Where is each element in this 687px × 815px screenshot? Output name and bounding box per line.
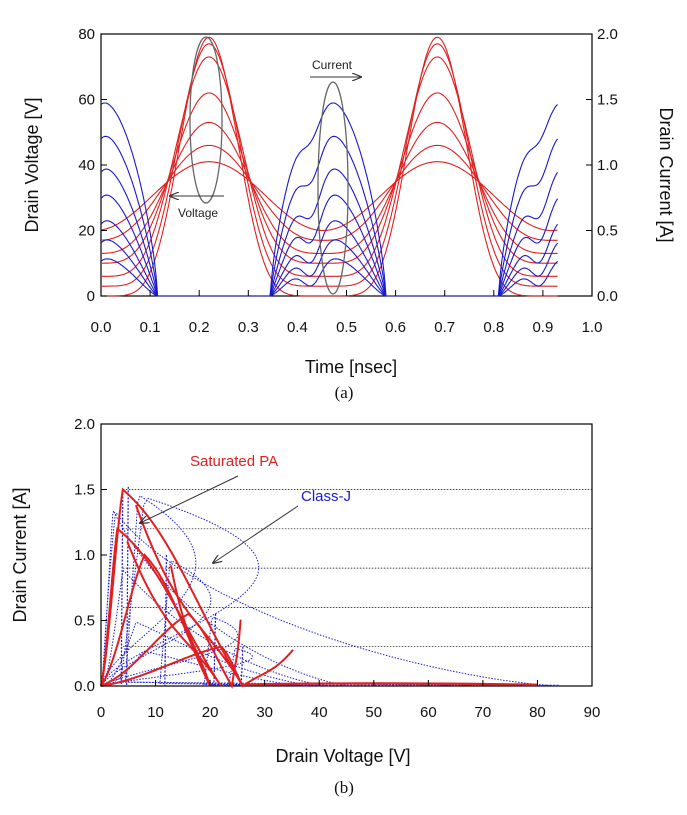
- voltage-trace: [101, 36, 558, 297]
- current-trace: [100, 239, 559, 297]
- class-j-drop: [126, 486, 129, 687]
- chart-a-ytick-label: 40: [78, 157, 95, 174]
- chart-b-xtick-label: 40: [311, 704, 328, 721]
- class-j-trace: [100, 647, 309, 687]
- saturated-pa-trace: [100, 526, 222, 687]
- chart-a-ytick-right-label: 1.5: [597, 92, 618, 109]
- chart-b-ytick-label: 2.0: [74, 416, 95, 433]
- current-ellipse: [317, 81, 349, 295]
- saturated-pa-trace: [100, 612, 242, 690]
- chart-b-series: [100, 486, 560, 690]
- voltage-trace: [101, 92, 558, 264]
- chart-b-xtick-label: 90: [584, 704, 601, 721]
- chart-a-ytick-label: 0: [87, 288, 95, 305]
- saturated-pa-label: Saturated PA: [190, 453, 278, 470]
- voltage-trace: [100, 161, 558, 232]
- chart-a-ytick-right-label: 0.5: [597, 223, 618, 240]
- chart-a-ytick-right-label: 2.0: [597, 26, 618, 43]
- current-trace: [100, 258, 558, 297]
- chart-a-xtick-label: 0.6: [385, 319, 406, 336]
- chart-b-xtick-label: 0: [97, 704, 105, 721]
- chart-b-ticks: 0 10 20 30 40 50 60 70 80 90 0.0 0.5 1.0 1.5 2.0: [74, 416, 600, 721]
- chart-a-xtick-label: 0.9: [532, 319, 553, 336]
- chart-a-ytick-label: 80: [78, 26, 95, 43]
- chart-a-ticks: 0.0 0.1 0.2 0.3 0.4 0.5 0.6 0.7 0.8 0.9 1.0 0 20 40 60…: [78, 26, 618, 336]
- chart-a-annotations: Current Voltage: [170, 36, 361, 295]
- chart-a-ylabel: Drain Voltage [V]: [22, 97, 42, 232]
- chart-a-xtick-label: 1.0: [582, 319, 603, 336]
- chart-b-gridlines: [122, 489, 592, 648]
- chart-a-xtick-label: 0.5: [336, 319, 357, 336]
- voltage-label: Voltage: [178, 206, 218, 220]
- current-trace: [100, 220, 559, 297]
- saturated-pa-trace: [100, 553, 212, 687]
- chart-b-xtick-label: 10: [147, 704, 164, 721]
- chart-a-xlabel: Time [nsec]: [305, 357, 397, 377]
- chart-a-xtick-label: 0.0: [91, 319, 112, 336]
- chart-a-caption: (a): [335, 383, 354, 402]
- chart-b-xtick-label: 20: [202, 704, 219, 721]
- chart-b-ytick-label: 0.0: [74, 678, 95, 695]
- chart-a-xtick-label: 0.1: [140, 319, 161, 336]
- class-j-arrow: [213, 505, 299, 563]
- class-j-drop: [120, 489, 124, 687]
- voltage-trace: [101, 56, 558, 277]
- chart-a-xtick-label: 0.2: [189, 319, 210, 336]
- chart-b-xlabel: Drain Voltage [V]: [275, 746, 410, 766]
- chart-b-xtick-label: 50: [365, 704, 382, 721]
- chart-b: 0 10 20 30 40 50 60 70 80 90 0.0 0.5 1.0 1.5 2.0 Satur…: [10, 416, 600, 797]
- chart-b-ytick-label: 0.5: [74, 613, 95, 630]
- chart-a-ytick-right-label: 0.0: [597, 288, 618, 305]
- voltage-trace: [100, 144, 558, 241]
- chart-b-xtick-label: 60: [420, 704, 437, 721]
- chart-b-caption: (b): [334, 778, 354, 797]
- class-j-drop: [240, 646, 244, 687]
- chart-a-ytick-label: 60: [78, 92, 95, 109]
- chart-a-ytick-label: 20: [78, 223, 95, 240]
- voltage-trace: [101, 43, 558, 287]
- chart-a-ytick-right-label: 1.0: [597, 157, 618, 174]
- chart-a-xtick-label: 0.4: [287, 319, 308, 336]
- chart-a-xtick-label: 0.3: [238, 319, 259, 336]
- saturated-pa-tail: [242, 682, 538, 686]
- saturated-pa-arrow: [140, 475, 239, 523]
- class-j-trace: [100, 495, 353, 687]
- voltage-ellipse: [189, 36, 223, 204]
- chart-a-series: [100, 36, 559, 297]
- current-label: Current: [312, 58, 353, 72]
- chart-b-xtick-label: 70: [475, 704, 492, 721]
- class-j-label: Class-J: [301, 488, 351, 505]
- chart-b-ylabel: Drain Current [A]: [10, 487, 30, 622]
- chart-a-xtick-label: 0.8: [483, 319, 504, 336]
- current-trace: [100, 135, 559, 297]
- chart-b-ytick-label: 1.5: [74, 482, 95, 499]
- chart-b-xtick-label: 30: [256, 704, 273, 721]
- chart-b-xtick-label: 80: [529, 704, 546, 721]
- voltage-trace: [101, 121, 558, 254]
- chart-a: 0.0 0.1 0.2 0.3 0.4 0.5 0.6 0.7 0.8 0.9 1.0 0 20 40 60…: [22, 26, 676, 402]
- chart-b-annotations: Saturated PA Class-J: [140, 453, 351, 563]
- chart-b-ytick-label: 1.0: [74, 547, 95, 564]
- saturated-pa-trace: [100, 645, 294, 688]
- chart-a-xtick-label: 0.7: [434, 319, 455, 336]
- chart-a-ylabel-right: Drain Current [A]: [656, 107, 676, 242]
